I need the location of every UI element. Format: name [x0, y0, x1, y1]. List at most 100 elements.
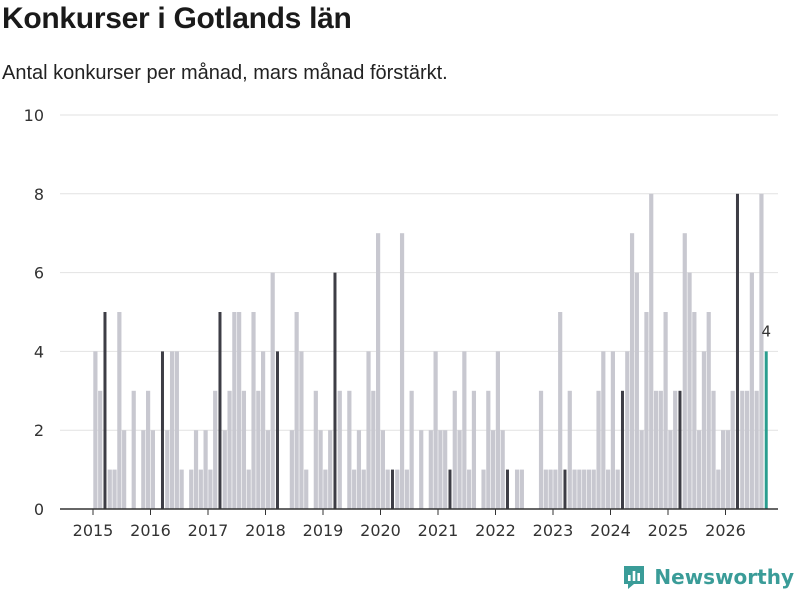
bar-2019-02	[328, 430, 333, 509]
bar-2020-04	[395, 469, 400, 509]
bar-2025-05	[687, 272, 692, 509]
bar-2015-11	[141, 430, 146, 509]
bar-2022-06	[519, 469, 524, 509]
bar-2016-07	[179, 469, 184, 509]
bar-2023-11	[601, 351, 606, 509]
bar-2026-06	[749, 272, 754, 509]
bar-2025-08	[701, 351, 707, 509]
bar-2017-01	[208, 469, 213, 509]
bar-2024-05	[629, 233, 635, 509]
x-tick-label-2016: 2016	[130, 521, 171, 540]
bar-2026-01	[725, 430, 730, 509]
bar-2022-02	[500, 430, 505, 509]
bar-2015-12	[146, 390, 151, 509]
bar-2023-09	[591, 469, 596, 509]
bar-2020-09	[419, 430, 424, 509]
bar-2019-09	[361, 469, 366, 509]
bar-2021-01	[438, 430, 443, 509]
bar-chart: 0 2 4 6 8 10 4 2015 2016 2017 2018 2019 2020 2021 2022…	[24, 106, 778, 540]
bar-2026-02	[730, 390, 735, 509]
bar-2020-05	[399, 233, 405, 509]
bar-2018-08	[299, 351, 304, 509]
bar-2020-11	[428, 430, 433, 509]
bar-2016-12	[203, 430, 208, 509]
x-tick-label-2015: 2015	[73, 521, 114, 540]
y-tick-label-4: 4	[34, 342, 44, 361]
bar-2018-03	[275, 351, 279, 509]
bar-2021-03	[448, 469, 452, 509]
x-tick-label-2024: 2024	[590, 521, 631, 540]
bar-2017-02	[213, 390, 218, 509]
bar-2021-11	[486, 390, 491, 509]
bar-2022-12	[548, 469, 553, 509]
bar-2016-10	[193, 430, 199, 509]
y-tick-label-8: 8	[34, 185, 44, 204]
bar-2025-02	[673, 390, 678, 509]
bar-2026-08	[759, 193, 764, 510]
bar-2020-01	[380, 430, 385, 509]
x-tick-label-2022: 2022	[475, 521, 516, 540]
bar-2025-06	[692, 312, 697, 509]
x-tick-label-2025: 2025	[648, 521, 689, 540]
bar-2021-12	[491, 430, 496, 509]
bar-2020-06	[404, 469, 409, 509]
chart-title: Konkurser i Gotlands län	[2, 2, 352, 35]
bar-2024-08	[644, 312, 649, 509]
bar-2021-05	[457, 430, 462, 509]
bar-2020-02	[385, 469, 390, 509]
x-tick-label-2026: 2026	[705, 521, 746, 540]
bar-2023-07	[582, 469, 587, 509]
bar-chart-logo-icon	[624, 566, 645, 589]
bar-2019-12	[376, 233, 381, 509]
brand-name: Newsworthy	[654, 565, 794, 589]
bar-2026-03	[735, 193, 739, 510]
bar-2026-04	[740, 390, 745, 509]
bar-2019-03	[333, 272, 337, 509]
bar-2017-10	[251, 312, 256, 509]
x-tick-label-2023: 2023	[533, 521, 574, 540]
bar-2017-06	[232, 312, 237, 509]
bar-2025-07	[697, 430, 702, 509]
bar-2018-12	[318, 430, 323, 509]
y-tick-label-10: 10	[24, 106, 44, 125]
bar-2017-09	[246, 469, 251, 509]
bar-2021-02	[443, 430, 448, 509]
bar-2015-05	[112, 469, 117, 509]
bar-2017-08	[241, 390, 247, 509]
x-tick-label-2018: 2018	[245, 521, 286, 540]
bar-2024-06	[634, 272, 639, 509]
bar-2018-02	[270, 272, 275, 509]
bar-2020-12	[433, 351, 438, 509]
bar-2021-07	[467, 469, 472, 509]
bar-2018-09	[304, 469, 309, 509]
bar-2023-06	[577, 469, 582, 509]
bar-2015-07	[122, 430, 127, 509]
bar-2022-10	[538, 390, 544, 509]
bar-2023-05	[572, 469, 577, 509]
bar-2026-07	[754, 390, 759, 509]
bar-2016-01	[150, 430, 155, 509]
bar-2018-07	[294, 312, 299, 509]
bar-2016-04	[165, 430, 170, 509]
bar-2023-12	[606, 469, 611, 509]
bar-2025-12	[721, 430, 726, 509]
bar-2024-04	[625, 351, 630, 509]
bar-2022-05	[514, 469, 520, 509]
bar-2021-08	[471, 390, 477, 509]
brand-logo[interactable]: Newsworthy	[622, 564, 794, 590]
bar-2022-01	[495, 351, 500, 509]
bar-2016-05	[169, 351, 175, 509]
x-tick-label-2020: 2020	[360, 521, 401, 540]
bar-2025-01	[668, 430, 673, 509]
bar-2022-11	[543, 469, 548, 509]
bar-2016-06	[174, 351, 179, 509]
bar-2019-07	[352, 469, 357, 509]
bar-2020-03	[390, 469, 394, 509]
bar-2018-11	[313, 390, 318, 509]
bar-2017-05	[227, 390, 232, 509]
y-tick-label-2: 2	[34, 421, 44, 440]
bar-2021-06	[462, 351, 467, 509]
x-tick-label-2021: 2021	[418, 521, 459, 540]
bar-2019-04	[337, 390, 342, 509]
bar-2019-10	[366, 351, 371, 509]
